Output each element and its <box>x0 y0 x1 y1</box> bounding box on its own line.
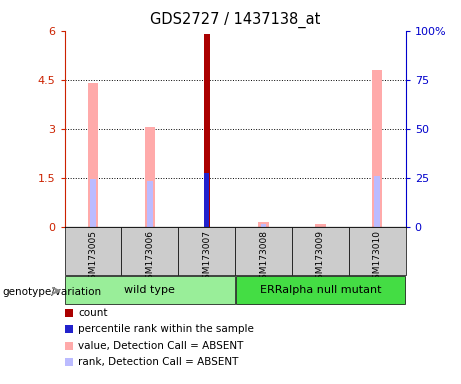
Text: wild type: wild type <box>124 285 175 295</box>
Bar <box>259 222 269 227</box>
Text: rank, Detection Call = ABSENT: rank, Detection Call = ABSENT <box>78 357 239 367</box>
Bar <box>65 276 235 304</box>
Bar <box>145 127 155 227</box>
Bar <box>292 227 349 275</box>
Bar <box>147 181 153 227</box>
Bar <box>204 173 209 227</box>
Text: GSM173009: GSM173009 <box>316 230 325 285</box>
Text: GSM173007: GSM173007 <box>202 230 211 285</box>
Bar <box>65 227 121 275</box>
Bar <box>121 227 178 275</box>
Text: percentile rank within the sample: percentile rank within the sample <box>78 324 254 334</box>
Bar <box>235 227 292 275</box>
Text: ERRalpha null mutant: ERRalpha null mutant <box>260 285 381 295</box>
Text: count: count <box>78 308 108 318</box>
Bar <box>349 227 406 275</box>
Text: genotype/variation: genotype/variation <box>2 287 101 297</box>
Bar <box>372 70 382 227</box>
Text: value, Detection Call = ABSENT: value, Detection Call = ABSENT <box>78 341 244 351</box>
Bar <box>90 179 96 227</box>
Bar <box>178 227 235 275</box>
Bar <box>374 176 380 227</box>
Text: GSM173010: GSM173010 <box>373 230 382 285</box>
Bar <box>88 83 98 227</box>
Text: GSM173005: GSM173005 <box>89 230 97 285</box>
Text: GSM173006: GSM173006 <box>145 230 154 285</box>
Bar <box>204 34 209 227</box>
Bar <box>204 173 209 227</box>
Text: GSM173008: GSM173008 <box>259 230 268 285</box>
Bar <box>261 224 266 227</box>
Bar <box>315 224 325 227</box>
Bar <box>236 276 405 304</box>
Title: GDS2727 / 1437138_at: GDS2727 / 1437138_at <box>150 12 320 28</box>
